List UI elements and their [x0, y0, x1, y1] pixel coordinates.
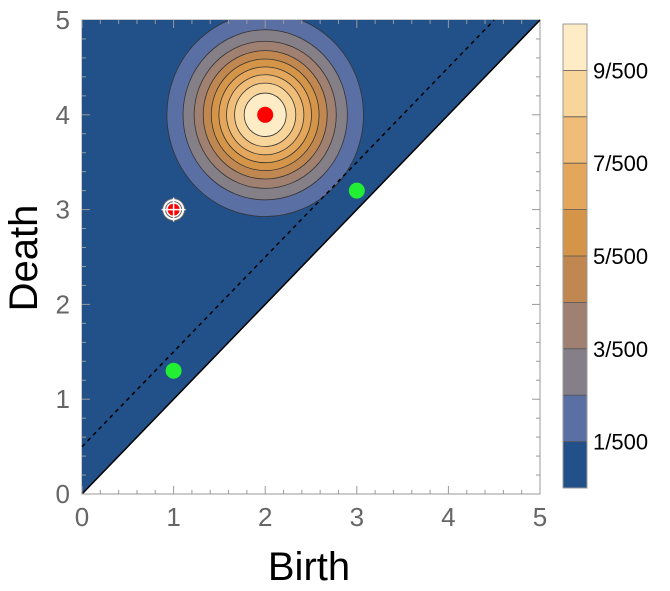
colorbar-tick-label: 9/500: [593, 58, 648, 83]
target-point-marker: [161, 197, 186, 222]
colorbar-band: [563, 348, 587, 396]
diagonal-line: [81, 19, 541, 495]
colorbar-band: [563, 24, 587, 71]
colorbar-band: [563, 116, 587, 164]
data-point: [257, 106, 274, 123]
colorbar-tick-label: 5/500: [593, 244, 648, 269]
x-tick-label: 0: [75, 502, 89, 532]
colorbar-tick-label: 7/500: [593, 151, 648, 176]
colorbar-frame: [562, 23, 588, 489]
colorbar-band: [563, 441, 587, 488]
x-tick-label: 4: [441, 502, 455, 532]
colorbar-band: [563, 302, 587, 349]
y-tick-label: 0: [56, 479, 70, 509]
y-tick-label: 2: [56, 289, 70, 319]
colorbar-band: [563, 209, 587, 256]
colorbar-band: [563, 163, 587, 210]
colorbar-tick-label: 3/500: [593, 337, 648, 362]
colorbar-tick-label: 1/500: [593, 430, 648, 455]
y-tick-label: 1: [56, 384, 70, 414]
x-tick-label: 3: [350, 502, 364, 532]
colorbar-band: [563, 70, 587, 117]
dashed-offset-line: [81, 19, 495, 448]
x-tick-label: 1: [166, 502, 180, 532]
y-tick-label: 5: [56, 5, 70, 35]
y-axis-label: Death: [2, 205, 46, 312]
data-point: [348, 182, 365, 199]
y-tick-label: 4: [56, 100, 70, 130]
data-point: [165, 362, 182, 379]
x-axis-label: Birth: [268, 545, 350, 589]
colorbar-band: [563, 256, 587, 303]
x-tick-label: 2: [258, 502, 272, 532]
y-tick-label: 3: [56, 195, 70, 225]
colorbar-band: [563, 395, 587, 442]
x-tick-label: 5: [533, 502, 547, 532]
